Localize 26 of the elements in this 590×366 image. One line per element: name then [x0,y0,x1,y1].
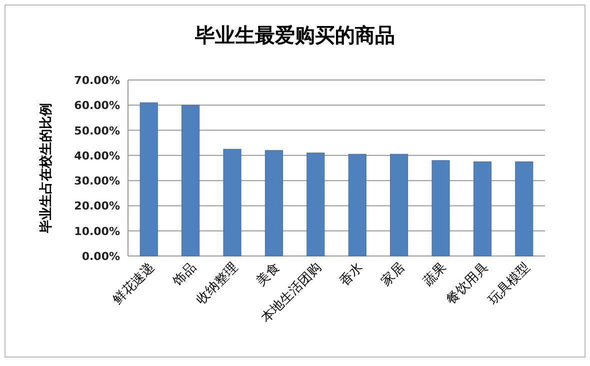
bar [515,161,534,256]
bar [390,154,408,256]
bar [348,154,366,256]
x-tick-label: 鲜花速递 [110,260,158,308]
chart-title: 毕业生最爱购买的商品 [194,23,395,47]
x-tick-label: 饰品 [170,260,200,290]
y-tick-label: 0.00% [82,250,120,263]
y-tick-label: 50.00% [74,124,120,138]
bar [223,148,242,256]
bar [264,150,283,256]
bar [306,152,325,256]
bar [473,161,492,256]
x-tick-label: 美食 [253,260,283,290]
bar [182,104,200,256]
y-tick-label: 30.00% [74,174,120,188]
y-tick-label: 60.00% [74,99,120,112]
y-axis-title: 毕业生占在校生的比例 [38,103,54,234]
y-tick-label: 70.00% [74,74,120,87]
y-tick-label: 10.00% [74,224,120,238]
x-tick-label: 家居 [378,260,408,290]
x-tick-label: 蔬果 [420,260,450,290]
y-tick-label: 40.00% [74,149,120,162]
x-tick-label: 香水 [337,260,366,290]
y-tick-label: 20.00% [74,200,120,213]
bar [140,102,158,256]
bar [432,160,450,256]
